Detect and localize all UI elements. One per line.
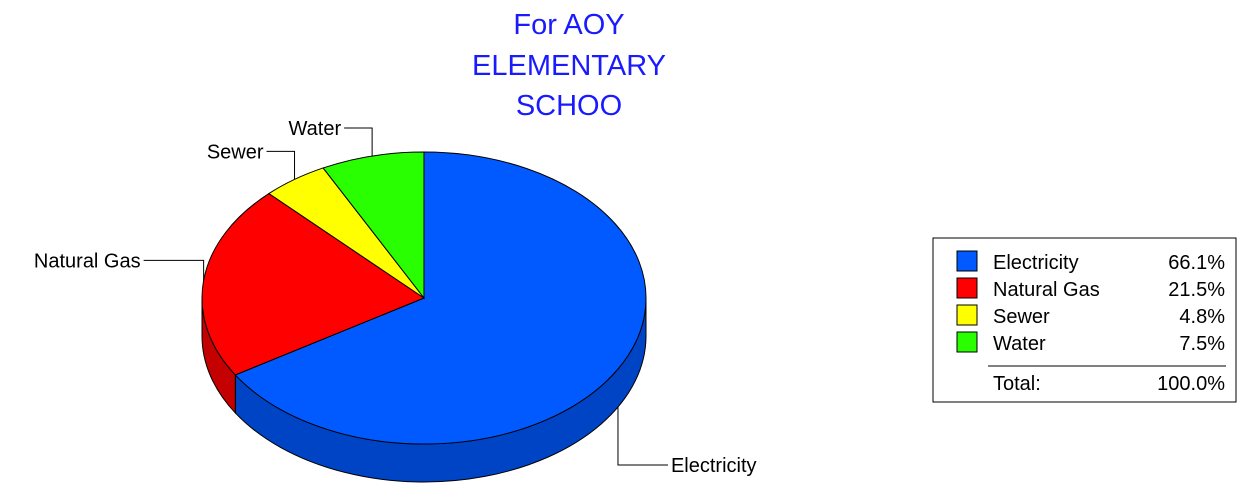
pie-slice-electricity xyxy=(234,151,647,445)
pie-top xyxy=(201,151,647,445)
legend-swatch-water xyxy=(956,331,978,353)
callout-label-electricity: Electricity xyxy=(671,455,757,477)
legend-label-electricity: Electricity xyxy=(993,252,1079,274)
chart-title-line-2: ELEMENTARY xyxy=(472,50,666,82)
legend-swatch-natural-gas xyxy=(956,277,978,299)
callout-line-natural-gas xyxy=(143,259,205,281)
legend-value-water: 7.5% xyxy=(1179,333,1225,355)
callout-line-electricity xyxy=(617,407,668,466)
legend-swatch-sewer xyxy=(956,304,978,326)
callout-line-water xyxy=(344,127,373,157)
legend-box xyxy=(932,237,1237,403)
legend-swatch-electricity xyxy=(956,250,978,272)
chart-title-line-1: For AOY xyxy=(513,9,624,41)
chart-title: For AOY ELEMENTARY SCHOO xyxy=(472,9,666,122)
chart-title-line-3: SCHOO xyxy=(516,90,622,122)
legend-label-sewer: Sewer xyxy=(993,306,1050,328)
legend-total-label: Total: xyxy=(993,373,1041,395)
callout-label-sewer: Sewer xyxy=(207,141,264,163)
pie-slice-natural-gas xyxy=(201,192,426,376)
legend-total-value: 100.0% xyxy=(1157,373,1225,395)
legend: Electricity 66.1% Natural Gas 21.5% Sewer 4.8… xyxy=(932,237,1237,403)
callout-label-natural-gas: Natural Gas xyxy=(34,250,141,272)
legend-label-natural-gas: Natural Gas xyxy=(993,279,1100,301)
callout-label-water: Water xyxy=(289,118,342,140)
pie-callouts: Electricity Natural Gas Sewer Water xyxy=(34,118,757,477)
legend-value-sewer: 4.8% xyxy=(1179,306,1225,328)
legend-value-natural-gas: 21.5% xyxy=(1168,279,1225,301)
pie-slice-water xyxy=(322,151,425,300)
legend-label-water: Water xyxy=(993,333,1046,355)
callout-line-sewer xyxy=(266,150,296,180)
legend-value-electricity: 66.1% xyxy=(1168,252,1225,274)
